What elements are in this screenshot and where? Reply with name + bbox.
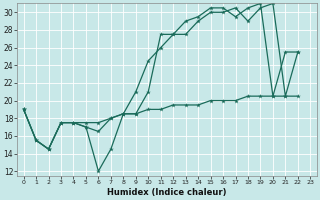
X-axis label: Humidex (Indice chaleur): Humidex (Indice chaleur) bbox=[107, 188, 227, 197]
